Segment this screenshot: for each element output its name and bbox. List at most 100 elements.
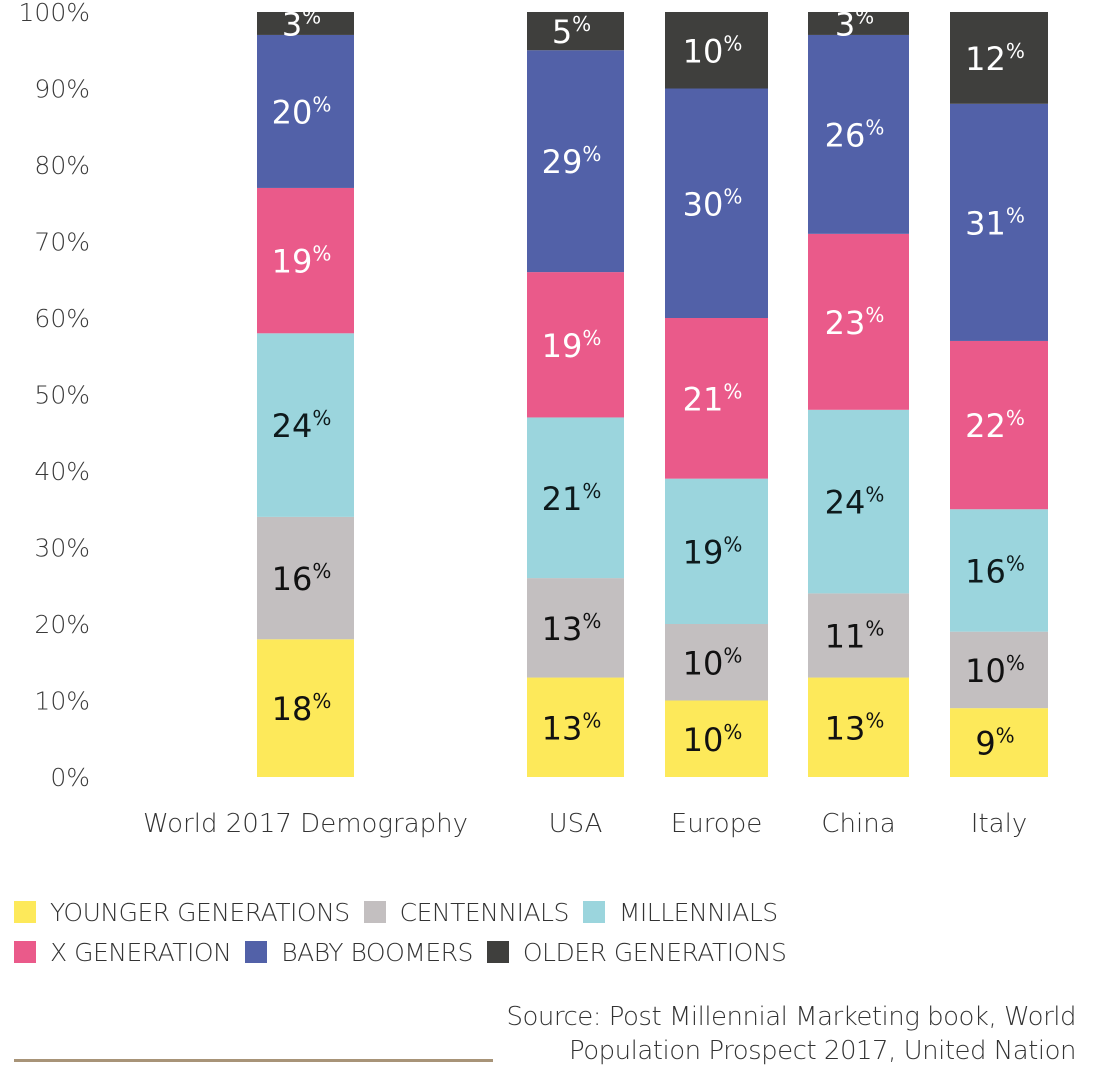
y-tick-label: 20% — [34, 610, 90, 639]
bar-segment-younger-generations — [257, 639, 354, 777]
legend-row-2: X GENERATION BABY BOOMERS OLDER GENERATI… — [14, 932, 1014, 972]
bar-segment-baby-boomers — [665, 88, 768, 318]
data-label: 10% — [683, 720, 743, 759]
bar-china: 13% 11% 24% 23% 26% 3% — [808, 4, 909, 777]
bar-segment-baby-boomers — [950, 103, 1048, 341]
data-label: 23% — [825, 303, 885, 342]
legend-label: CENTENNIALS — [399, 897, 570, 927]
data-label: 29% — [542, 142, 602, 181]
legend-label: BABY BOOMERS — [281, 937, 473, 967]
bars: 18%16%24%19%20%3%13%13%21%19%29%5%10%10%… — [257, 4, 1048, 777]
stacked-bar-chart: 0% 10% 20% 30% 40% 50% 60% 70% 80% 90% 100% 18% 16%… — [19, 0, 1048, 839]
y-tick-label: 100% — [19, 0, 90, 27]
legend-swatch — [363, 901, 386, 923]
divider-rule — [14, 1059, 493, 1062]
source-line-2: Population Prospect 2017, United Nation — [569, 1036, 1076, 1066]
x-tick-label: China — [821, 809, 895, 839]
y-tick-label: 10% — [34, 687, 90, 716]
legend-item-baby-boomers: BABY BOOMERS — [245, 938, 473, 967]
x-tick-label: USA — [549, 809, 603, 839]
data-label: 30% — [683, 184, 743, 223]
source-line-1: Source: Post Millennial Marketing book, … — [506, 1002, 1076, 1032]
x-tick-label: Europe — [671, 809, 762, 839]
y-tick-label: 70% — [34, 228, 90, 257]
source-note: Source: Post Millennial Marketing book, … — [506, 1000, 1076, 1068]
y-tick-label: 80% — [34, 151, 90, 180]
data-label: 12% — [965, 39, 1025, 78]
data-label: 16% — [272, 559, 332, 598]
legend-swatch — [245, 941, 268, 963]
y-tick-label: 60% — [34, 304, 90, 333]
bar-segment-baby-boomers — [808, 34, 909, 234]
y-axis: 0% 10% 20% 30% 40% 50% 60% 70% 80% 90% 100% — [19, 0, 90, 792]
bar-segment-younger-generations — [665, 700, 768, 777]
data-label: 19% — [542, 326, 602, 365]
data-label: 10% — [683, 643, 743, 682]
bar-segment-older-generations — [808, 12, 909, 35]
bar-segment-millennials — [257, 333, 354, 517]
data-label: 18% — [272, 689, 332, 728]
data-label: 11% — [825, 616, 885, 655]
data-label: 19% — [272, 242, 332, 281]
data-label: 31% — [965, 203, 1025, 242]
data-label: 9% — [975, 724, 1014, 763]
bar-segment-older-generations — [527, 12, 624, 51]
data-label: 21% — [683, 379, 743, 418]
bar-europe: 10% 10% 19% 21% 30% 10% — [665, 12, 768, 777]
bar-segment-younger-generations — [950, 708, 1048, 777]
legend-item-centennials: CENTENNIALS — [363, 897, 570, 927]
data-label: 10% — [683, 31, 743, 70]
bar-segment-millennials — [665, 478, 768, 624]
bar-italy: 9% 10% 16% 22% 31% 12% — [950, 12, 1048, 777]
y-tick-label: 90% — [34, 75, 90, 104]
x-axis: World 2017 Demography USA Europe China Italy — [143, 809, 1027, 839]
y-tick-label: 40% — [34, 457, 90, 486]
y-tick-label: 50% — [34, 381, 90, 410]
y-tick-label: 30% — [34, 534, 90, 563]
legend-label: X GENERATION — [50, 937, 232, 967]
data-label: 13% — [825, 708, 885, 747]
legend-swatch — [14, 901, 36, 923]
bar-segment-millennials — [950, 509, 1048, 632]
legend-item-millennials: MILLENNIALS — [582, 898, 778, 927]
data-label: 3% — [282, 4, 321, 43]
legend: YOUNGER GENERATIONS CENTENNIALS MILLENNI… — [14, 892, 1014, 972]
legend-swatch — [14, 941, 36, 963]
data-label: 21% — [542, 479, 602, 518]
legend-swatch — [582, 901, 605, 923]
legend-label: YOUNGER GENERATIONS — [50, 897, 350, 927]
bar-segment-x-generation — [257, 187, 354, 334]
legend-label: OLDER GENERATIONS — [522, 937, 787, 967]
legend-item-older-generations: OLDER GENERATIONS — [486, 937, 787, 967]
bar-usa: 13% 13% 21% 19% 29% 5% — [527, 12, 624, 777]
bar-segment-centennials — [257, 516, 354, 640]
data-label: 26% — [825, 115, 885, 154]
bar-segment-baby-boomers — [257, 34, 354, 188]
data-label: 5% — [552, 12, 591, 51]
bar-segment-older-generations — [257, 12, 354, 35]
bar-segment-centennials — [527, 578, 624, 678]
bar-segment-x-generation — [950, 340, 1048, 510]
bar-segment-baby-boomers — [527, 50, 624, 273]
bar-segment-x-generation — [665, 318, 768, 479]
y-tick-label: 0% — [50, 763, 90, 792]
data-label: 3% — [835, 4, 874, 43]
data-label: 19% — [683, 532, 743, 571]
x-tick-label: Italy — [971, 809, 1027, 839]
data-label: 13% — [542, 609, 602, 648]
legend-row-1: YOUNGER GENERATIONS CENTENNIALS MILLENNI… — [14, 892, 1014, 932]
legend-item-younger-generations: YOUNGER GENERATIONS — [14, 898, 350, 927]
bar-world-2017-demography: 18% 16% 24% 19% 20% 3% — [257, 4, 354, 777]
data-label: 24% — [825, 483, 885, 522]
legend-item-x-generation: X GENERATION — [14, 937, 232, 967]
data-label: 20% — [272, 92, 332, 131]
bar-segment-centennials — [665, 624, 768, 701]
legend-swatch — [486, 941, 509, 963]
bar-segment-millennials — [808, 409, 909, 594]
data-label: 10% — [965, 651, 1025, 690]
bar-segment-x-generation — [527, 272, 624, 418]
bar-segment-younger-generations — [527, 677, 624, 777]
bar-segment-older-generations — [950, 12, 1048, 104]
bar-segment-younger-generations — [808, 677, 909, 777]
bar-segment-millennials — [527, 417, 624, 579]
